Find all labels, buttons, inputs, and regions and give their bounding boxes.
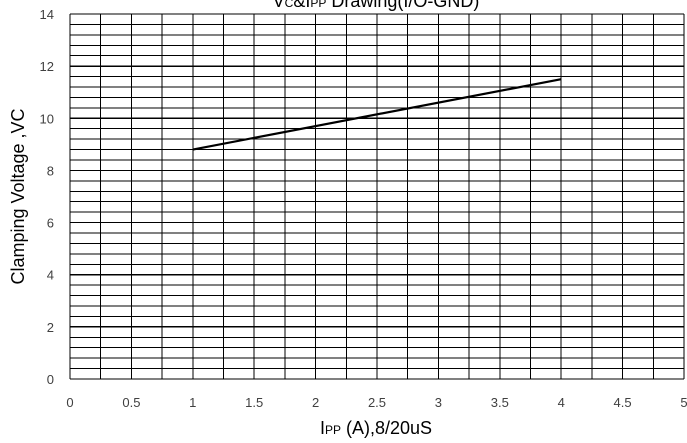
x-tick-label: 5 [680, 395, 687, 410]
y-tick-label: 2 [47, 320, 54, 335]
y-tick-label: 14 [40, 7, 54, 22]
x-tick-label: 0.5 [122, 395, 140, 410]
x-tick-label: 4 [558, 395, 565, 410]
x-axis-title: IPP (A),8/20uS [320, 418, 432, 438]
x-tick-label: 0 [66, 395, 73, 410]
y-tick-label: 0 [47, 372, 54, 387]
series-line [192, 78, 562, 151]
y-tick-label: 4 [47, 268, 54, 283]
chart-title: VC&IPP Drawing(I/O-GND) [273, 0, 480, 11]
grid [69, 13, 685, 380]
y-tick-label: 12 [40, 59, 54, 74]
x-tick-label: 1.5 [245, 395, 263, 410]
x-tick-label: 4.5 [614, 395, 632, 410]
y-tick-label: 10 [40, 111, 54, 126]
y-tick-label: 6 [47, 216, 54, 231]
series-layer [192, 78, 562, 151]
x-tick-label: 2 [312, 395, 319, 410]
y-axis-title: Clamping Voltage ,VC [8, 108, 28, 284]
x-tick-label: 3 [435, 395, 442, 410]
x-tick-label: 3.5 [491, 395, 509, 410]
y-tick-label: 8 [47, 163, 54, 178]
tick-labels: 0 0.5 1 1.5 2 2.5 3 3.5 4 4.5 5 0 2 4 6 8 10 12 14 [40, 7, 687, 410]
x-tick-label: 1 [189, 395, 196, 410]
x-tick-label: 2.5 [368, 395, 386, 410]
